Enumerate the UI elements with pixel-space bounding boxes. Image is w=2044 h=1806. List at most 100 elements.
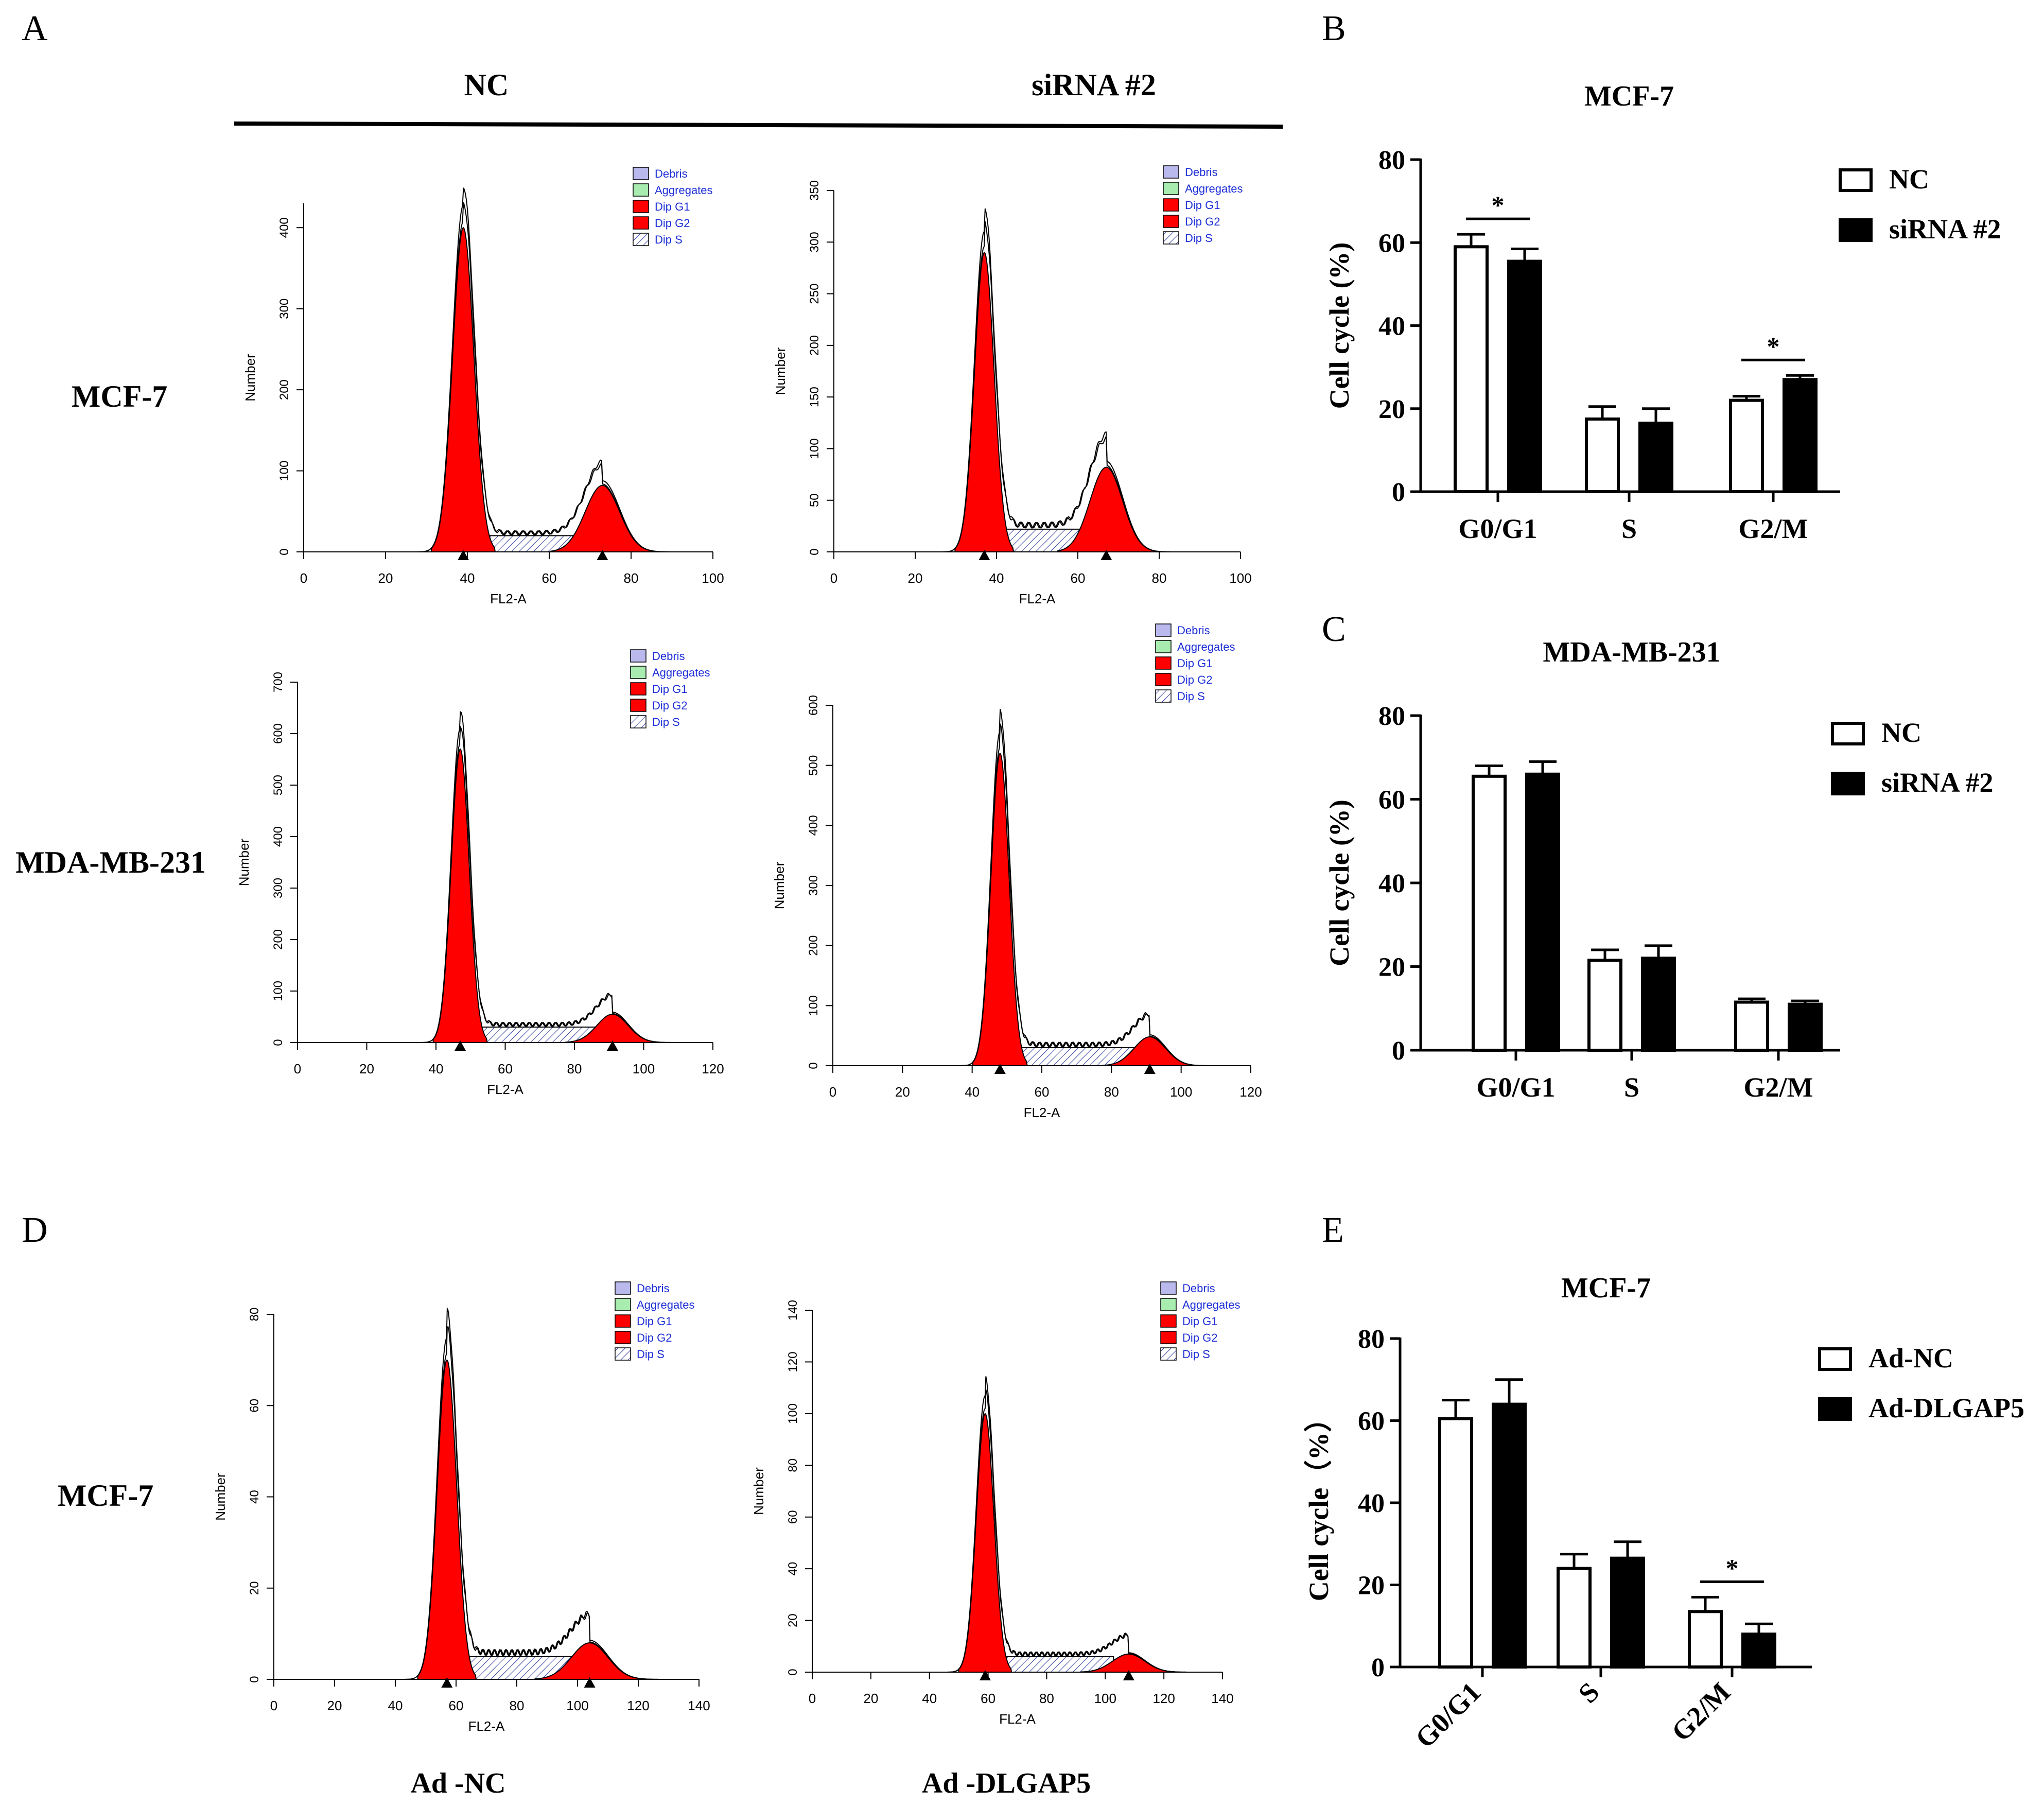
legend-label: Dip S <box>1185 232 1213 245</box>
legend-label: Dip S <box>1177 690 1205 703</box>
peak-marker-icon <box>455 1040 466 1051</box>
legend-label: Debris <box>637 1282 670 1295</box>
x-axis-title: FL2-A <box>999 1711 1036 1727</box>
legend-label: Dip G1 <box>1185 199 1220 212</box>
y-tick-label: 40 <box>1378 312 1405 341</box>
bar <box>1557 1567 1592 1669</box>
significance-star: * <box>1767 332 1780 360</box>
legend-label: Ad-DLGAP5 <box>1868 1393 2024 1423</box>
x-tick-label: 40 <box>965 1084 980 1100</box>
raw-data-curve <box>940 208 1172 552</box>
y-tick-label: 20 <box>1378 953 1405 982</box>
peak-marker-icon <box>597 550 608 560</box>
y-tick-label: 400 <box>277 217 291 238</box>
y-axis-title: Number <box>213 1473 228 1521</box>
panel-label-c: C <box>1322 610 1346 649</box>
g1-peak <box>954 251 1015 552</box>
y-tick-label: 600 <box>807 695 820 716</box>
bar <box>1525 772 1560 1052</box>
category-label: G2/M <box>1739 513 1808 544</box>
x-tick-label: 20 <box>895 1084 910 1100</box>
histogram-mcf7-nc: 0 20 40 60 80 100 0 100 200 300 400 FL2-A Number Debr… <box>242 167 724 606</box>
x-tick-label: 140 <box>1211 1691 1233 1706</box>
category-label: S <box>1624 1072 1639 1103</box>
x-tick-label: 120 <box>702 1061 724 1076</box>
legend-swatch <box>1163 165 1179 179</box>
significance-star: * <box>1492 190 1505 219</box>
peak-marker-icon <box>1123 1670 1134 1680</box>
histogram-mcf7-sirna: 0 20 40 60 80 100 0 50 100 150 200 250 300 350 FL2-A Nu… <box>773 165 1252 606</box>
g1-peak <box>431 227 496 552</box>
legend-label: Dip G1 <box>1182 1315 1217 1328</box>
legend-swatch <box>615 1281 631 1295</box>
y-axis-title: Number <box>751 1467 766 1515</box>
legend-label: Debris <box>1177 624 1210 637</box>
x-tick-label: 100 <box>1170 1084 1192 1100</box>
y-tick-label: 250 <box>808 284 822 304</box>
y-axis-title: Number <box>242 354 258 402</box>
y-tick-label: 40 <box>1378 869 1405 898</box>
legend-swatch <box>615 1298 631 1311</box>
y-axis-title: Number <box>773 347 788 395</box>
column-label-ad-nc: Ad -NC <box>410 1767 505 1799</box>
legend-swatch <box>1155 689 1172 703</box>
legend-label: Aggregates <box>1182 1298 1241 1311</box>
column-header-nc: NC <box>464 68 509 102</box>
y-tick-label: 60 <box>1378 786 1405 815</box>
bar <box>1507 259 1542 493</box>
bar <box>1741 1633 1776 1669</box>
y-tick-label: 500 <box>271 775 285 795</box>
y-tick-label: 400 <box>271 826 285 847</box>
legend-label: NC <box>1881 717 1921 748</box>
x-tick-label: 120 <box>1152 1691 1175 1706</box>
histogram-mdamb231-sirna: 0 20 40 60 80 100 120 0 100 200 300 400 500 600 FL2-A N… <box>772 623 1262 1120</box>
peak-marker-icon <box>584 1677 596 1688</box>
bar <box>1610 1556 1645 1669</box>
legend-label: Dip G2 <box>655 217 690 230</box>
x-tick-label: 140 <box>688 1698 710 1713</box>
y-tick-label: 0 <box>807 1062 820 1069</box>
x-tick-label: 0 <box>829 1084 836 1100</box>
legend-swatch <box>1160 1298 1177 1311</box>
y-tick-label: 300 <box>271 878 285 898</box>
bar <box>1734 1000 1769 1052</box>
legend-swatch <box>1163 231 1179 245</box>
legend-label: Dip S <box>1182 1348 1210 1361</box>
x-axis-title: FL2-A <box>1024 1105 1060 1120</box>
peak-marker-icon <box>1100 550 1112 560</box>
panel-label-e: E <box>1322 1210 1344 1250</box>
x-tick-label: 40 <box>460 570 475 586</box>
legend-label: Aggregates <box>652 666 710 679</box>
legend-swatch <box>1155 640 1172 653</box>
x-tick-label: 80 <box>1104 1084 1119 1100</box>
bar <box>1641 957 1676 1052</box>
peak-marker-icon <box>979 550 990 560</box>
y-tick-label: 80 <box>1358 1325 1385 1354</box>
y-tick-label: 100 <box>786 1403 800 1424</box>
y-tick-label: 120 <box>786 1351 800 1372</box>
legend-label: Dip G2 <box>1177 673 1212 686</box>
x-tick-label: 60 <box>542 570 557 586</box>
y-tick-label: 80 <box>248 1308 261 1322</box>
y-tick-label: 0 <box>808 548 822 555</box>
x-tick-label: 20 <box>359 1061 374 1076</box>
legend-label: Dip G1 <box>637 1315 672 1328</box>
x-tick-label: 20 <box>908 570 923 586</box>
x-tick-label: 80 <box>510 1698 525 1713</box>
y-tick-label: 300 <box>808 232 822 252</box>
legend-swatch <box>633 167 649 180</box>
chart-title: MCF-7 <box>1584 80 1674 112</box>
panel-label-b: B <box>1322 9 1346 48</box>
legend-label: Aggregates <box>655 184 713 197</box>
bar <box>1472 774 1507 1052</box>
g1-peak <box>417 1359 477 1680</box>
x-tick-label: 120 <box>627 1698 649 1713</box>
legend-swatch <box>1160 1331 1177 1344</box>
x-tick-label: 0 <box>830 570 837 586</box>
y-tick-label: 0 <box>786 1669 800 1675</box>
legend-label: Dip S <box>652 716 680 728</box>
legend-swatch <box>615 1331 631 1344</box>
legend-label: Aggregates <box>637 1298 695 1311</box>
legend-label: Dip G1 <box>1177 657 1212 670</box>
